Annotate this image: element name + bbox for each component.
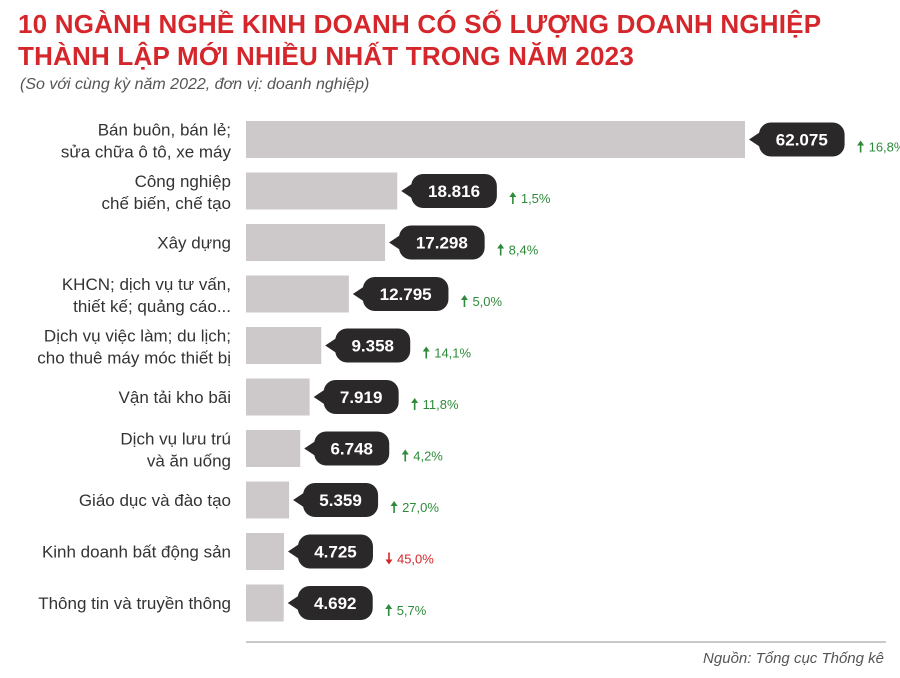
arrow-up-icon <box>509 192 517 204</box>
change-label: 8,4% <box>509 243 539 258</box>
arrow-up-icon <box>857 140 865 153</box>
change-label: 16,8% <box>869 140 900 155</box>
callout-box <box>335 328 411 363</box>
arrow-up-icon <box>390 501 398 513</box>
arrow-up-icon <box>422 346 430 359</box>
change-label: 14,1% <box>434 346 471 361</box>
value-label: 4.725 <box>314 543 357 562</box>
category-label: Kinh doanh bất động sản <box>42 543 231 562</box>
category-label: KHCN; dịch vụ tư vấn, <box>62 275 231 294</box>
value-label: 62.075 <box>776 131 828 150</box>
value-label: 7.919 <box>340 388 383 407</box>
value-label: 5.359 <box>319 491 362 510</box>
callout-pointer <box>352 286 365 302</box>
callout-pointer <box>749 131 761 148</box>
value-callout: 7.919 <box>313 380 399 414</box>
value-callout: 4.725 <box>287 534 373 569</box>
change-label: 11,8% <box>423 397 459 412</box>
baseline-rule <box>246 641 886 643</box>
arrow-up-icon <box>385 604 393 616</box>
value-callout: 4.692 <box>287 586 373 620</box>
value-label: 17.298 <box>416 234 468 253</box>
value-callout: 5.359 <box>293 483 379 517</box>
value-callout: 62.075 <box>749 122 845 157</box>
bar <box>246 327 322 364</box>
category-label: Thông tin và truyền thông <box>38 594 231 613</box>
value-label: 18.816 <box>428 182 480 201</box>
change-label: 1,5% <box>521 191 551 206</box>
value-callout: 18.816 <box>401 174 497 208</box>
arrow-up-icon <box>401 449 409 462</box>
callout-pointer <box>401 183 414 199</box>
callout-box <box>411 174 497 208</box>
bar <box>246 121 745 158</box>
bar <box>246 172 398 210</box>
bar <box>246 584 284 622</box>
category-label: và ăn uống <box>147 452 231 471</box>
value-callout: 9.358 <box>325 328 411 363</box>
value-callout: 12.795 <box>352 277 449 311</box>
callout-pointer <box>304 440 317 457</box>
category-label: Công nghiệp <box>135 172 231 191</box>
callout-pointer <box>313 389 326 405</box>
callout-box <box>297 534 373 569</box>
arrow-up-icon <box>460 295 468 307</box>
arrow-down-icon <box>385 552 393 565</box>
value-callout: 17.298 <box>389 225 485 260</box>
chart-title-line-2: THÀNH LẬP MỚI NHIỀU NHẤT TRONG NĂM 2023 <box>18 41 634 71</box>
source-note: Nguồn: Tổng cục Thống kê <box>703 650 884 667</box>
bar <box>246 224 386 261</box>
category-label: thiết kế; quảng cáo... <box>73 297 231 316</box>
bar <box>246 481 290 519</box>
callout-pointer <box>389 234 402 251</box>
callout-pointer <box>287 543 300 560</box>
arrow-up-icon <box>497 243 505 256</box>
value-callout: 6.748 <box>304 431 390 466</box>
callout-box <box>297 586 373 620</box>
category-label: sửa chữa ô tô, xe máy <box>61 143 232 162</box>
category-label: cho thuê máy móc thiết bị <box>37 349 231 368</box>
bar <box>246 378 310 416</box>
category-label: Dịch vụ lưu trú <box>120 430 231 449</box>
chart-subtitle: (So với cùng kỳ năm 2022, đơn vị: doanh … <box>20 76 370 93</box>
callout-pointer <box>287 595 300 611</box>
bar <box>246 533 284 570</box>
category-label: Dịch vụ việc làm; du lịch; <box>44 327 231 346</box>
category-label: Bán buôn, bán lẻ; <box>98 121 231 140</box>
arrow-up-icon <box>411 398 419 410</box>
category-label: Xây dựng <box>157 234 231 253</box>
change-label: 4,2% <box>413 449 443 464</box>
callout-pointer <box>293 492 306 508</box>
category-label: chế biến, chế tạo <box>102 194 231 213</box>
change-label: 5,7% <box>397 603 427 618</box>
change-label: 5,0% <box>472 294 502 309</box>
value-label: 6.748 <box>330 440 373 459</box>
callout-box <box>362 277 449 311</box>
value-label: 9.358 <box>351 337 394 356</box>
callout-box <box>303 483 379 517</box>
callout-pointer <box>325 337 338 354</box>
category-label: Vận tải kho bãi <box>119 388 231 407</box>
category-label: Giáo dục và đào tạo <box>79 491 231 510</box>
change-label: 27,0% <box>402 500 439 515</box>
bar <box>246 275 349 313</box>
callout-box <box>399 225 485 260</box>
value-label: 12.795 <box>380 285 432 304</box>
chart-title-line-1: 10 NGÀNH NGHỀ KINH DOANH CÓ SỐ LƯỢNG DOA… <box>18 9 822 39</box>
bar <box>246 430 301 467</box>
callout-box <box>323 380 399 414</box>
change-label: 45,0% <box>397 552 434 567</box>
value-label: 4.692 <box>314 594 357 613</box>
callout-box <box>314 431 390 466</box>
chart-title: 10 NGÀNH NGHỀ KINH DOANH CÓ SỐ LƯỢNG DOA… <box>18 8 888 72</box>
callout-box <box>759 122 845 157</box>
